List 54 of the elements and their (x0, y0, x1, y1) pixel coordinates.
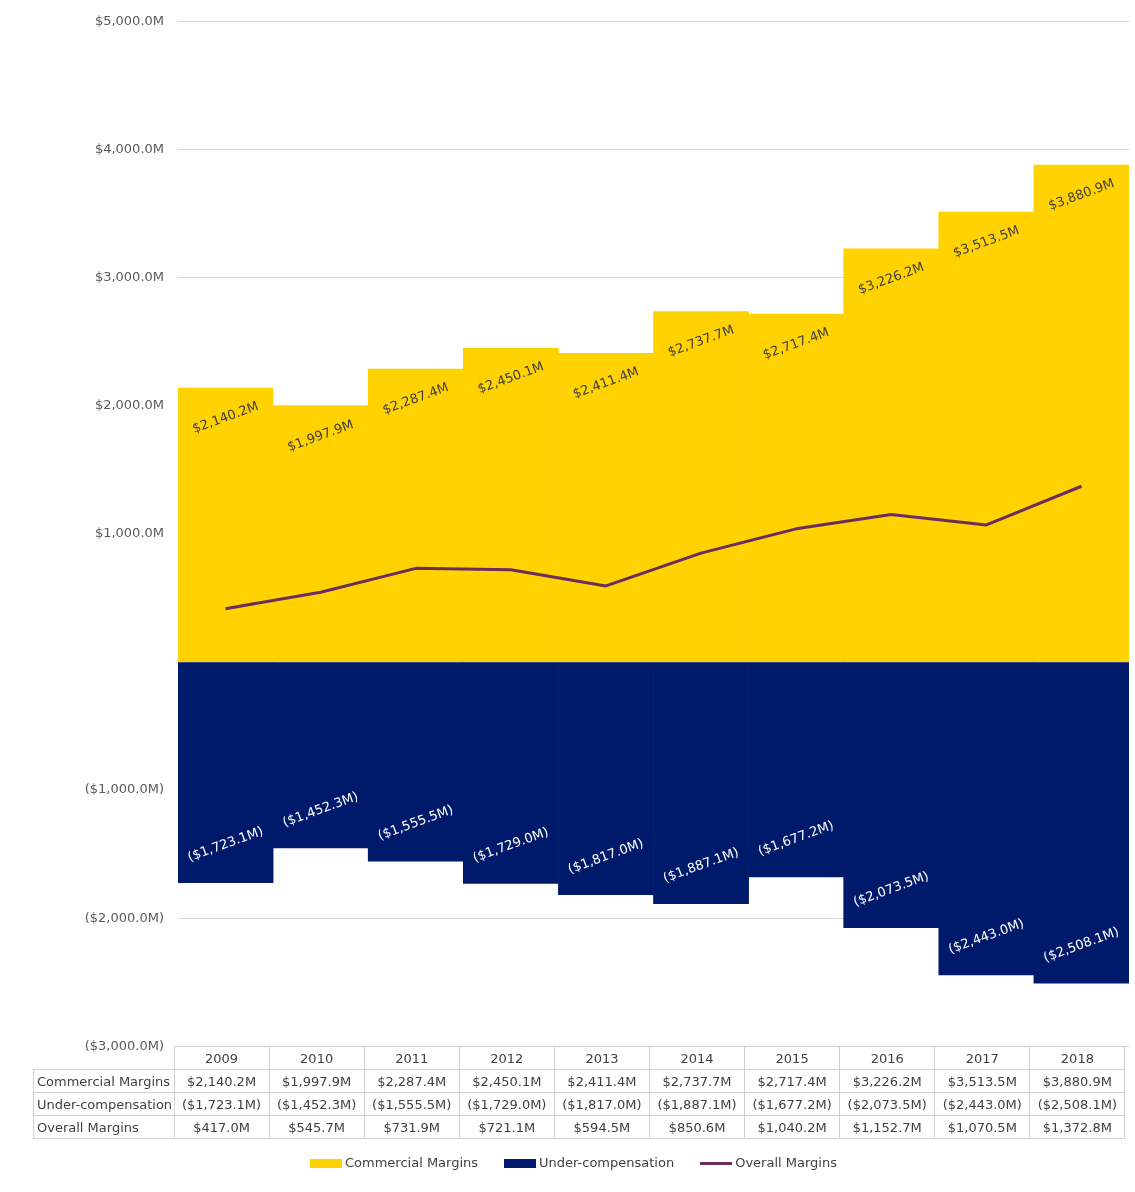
x-tick-label: 2013 (554, 1046, 650, 1070)
data-label: ($1,677.2M) (744, 1092, 840, 1116)
legend-label: Under-compensation (539, 1155, 675, 1171)
data-label: $3,513.5M (934, 1069, 1030, 1093)
data-label: ($1,817.0M) (554, 1092, 650, 1116)
data-label: $1,070.5M (934, 1115, 1030, 1139)
x-tick-label: 2011 (364, 1046, 460, 1070)
data-label: ($2,073.5M) (839, 1092, 935, 1116)
y-tick-label: $4,000.0M (94, 141, 164, 157)
text: Under-compensation (37, 1096, 173, 1112)
x-tick-label: 2010 (269, 1046, 365, 1070)
data-label: ($2,443.0M) (934, 1092, 1030, 1116)
data-label: ($1,723.1M) (174, 1092, 270, 1116)
data-label: $2,287.4M (364, 1069, 460, 1093)
x-tick-label: 2016 (839, 1046, 935, 1070)
data-label: $1,040.2M (744, 1115, 840, 1139)
data-label: $721.1M (459, 1115, 555, 1139)
y-tick-label: ($2,000.0M) (84, 909, 164, 925)
data-label: $850.6M (649, 1115, 745, 1139)
x-tick-label: 2018 (1029, 1046, 1125, 1070)
data-label: $2,411.4M (554, 1069, 650, 1093)
y-tick-label: $2,000.0M (94, 397, 164, 413)
x-tick-label: 2009 (174, 1046, 270, 1070)
data-label: $545.7M (269, 1115, 365, 1139)
y-tick-label: $3,000.0M (94, 269, 164, 285)
x-tick-label: 2012 (459, 1046, 555, 1070)
data-label: ($1,555.5M) (364, 1092, 460, 1116)
y-tick-label: ($3,000.0M) (84, 1037, 164, 1053)
data-label: $3,880.9M (1029, 1069, 1125, 1093)
data-label: $1,152.7M (839, 1115, 935, 1139)
legend-label: Overall Margins (735, 1155, 837, 1171)
y-tick-label: $1,000.0M (94, 525, 164, 541)
data-label: ($1,452.3M) (269, 1092, 365, 1116)
data-label: ($1,729.0M) (459, 1092, 555, 1116)
data-label: $3,226.2M (839, 1069, 935, 1093)
data-label: $417.0M (174, 1115, 270, 1139)
data-label: ($2,508.1M) (1029, 1092, 1125, 1116)
data-label: ($1,887.1M) (649, 1092, 745, 1116)
data-label: $2,450.1M (459, 1069, 555, 1093)
y-tick-label: $5,000.0M (94, 13, 164, 29)
text: Commercial Margins (37, 1073, 171, 1089)
data-label: $731.9M (364, 1115, 460, 1139)
legend-label: Commercial Margins (345, 1155, 479, 1171)
data-label: $1,997.9M (269, 1069, 365, 1093)
x-tick-label: 2014 (649, 1046, 745, 1070)
data-label: $594.5M (554, 1115, 650, 1139)
x-tick-label: 2015 (744, 1046, 840, 1070)
data-label: $2,140.2M (174, 1069, 270, 1093)
data-label: $2,717.4M (744, 1069, 840, 1093)
data-label: $1,372.8M (1029, 1115, 1125, 1139)
data-label: $2,737.7M (649, 1069, 745, 1093)
y-tick-label: ($1,000.0M) (84, 781, 164, 797)
x-tick-label: 2017 (934, 1046, 1030, 1070)
text: Overall Margins (37, 1119, 139, 1135)
